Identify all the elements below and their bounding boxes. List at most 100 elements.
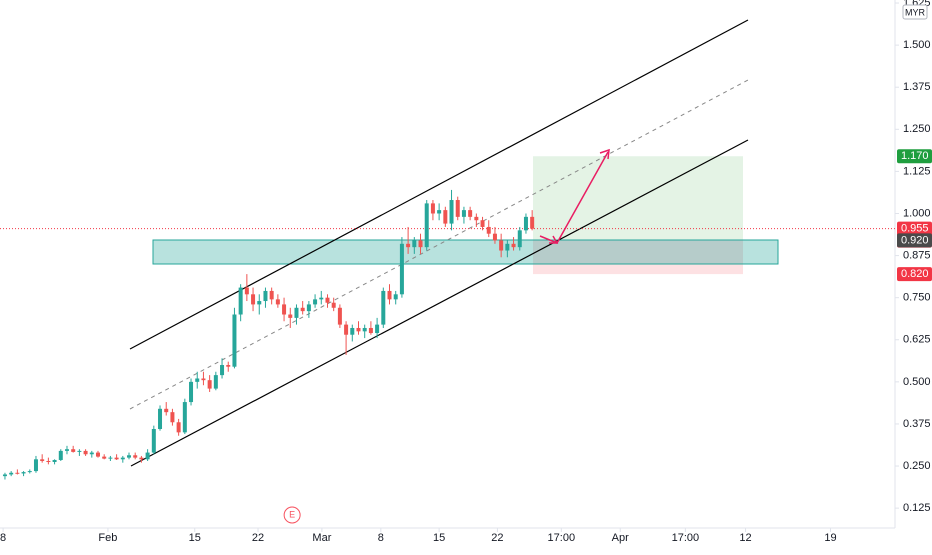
candle-body bbox=[393, 294, 398, 300]
candle-body bbox=[164, 408, 169, 413]
price-tag-label: 0.820 bbox=[901, 268, 929, 280]
candle-body bbox=[294, 307, 299, 318]
y-tick-label: 0.750 bbox=[903, 292, 931, 304]
candle-body bbox=[40, 459, 45, 461]
candle-body bbox=[412, 240, 417, 248]
x-tick-label: 15 bbox=[189, 532, 201, 544]
candle-body bbox=[455, 200, 460, 217]
candle-body bbox=[33, 459, 38, 472]
candle-body bbox=[337, 307, 342, 325]
candle-body bbox=[238, 287, 243, 315]
y-tick-label: 1.625 bbox=[903, 0, 931, 9]
candle-body bbox=[430, 203, 435, 214]
candle-body bbox=[95, 452, 100, 457]
x-tick-label: 15 bbox=[433, 532, 445, 544]
candle-body bbox=[89, 452, 94, 455]
y-tick-label: 1.125 bbox=[903, 165, 931, 177]
channel-lower bbox=[130, 139, 749, 467]
x-tick-label: Feb bbox=[98, 532, 117, 544]
candle-body bbox=[27, 471, 32, 473]
candle-body bbox=[344, 324, 349, 335]
candle-body bbox=[468, 210, 473, 217]
candle-body bbox=[182, 402, 187, 433]
candle-body bbox=[437, 210, 442, 214]
candle-body bbox=[176, 422, 181, 433]
x-tick-label: 12 bbox=[739, 532, 751, 544]
x-tick-label: 8 bbox=[0, 532, 6, 544]
y-tick-label: 0.875 bbox=[903, 249, 931, 261]
loss-zone bbox=[533, 240, 743, 275]
candle-body bbox=[362, 327, 367, 332]
arrow-head bbox=[599, 148, 610, 160]
candle-body bbox=[46, 460, 51, 462]
candle-body bbox=[220, 365, 225, 376]
candle-body bbox=[480, 220, 485, 227]
candle-body bbox=[499, 240, 504, 251]
candle-body bbox=[114, 457, 119, 460]
candle-body bbox=[331, 302, 336, 308]
candle-body bbox=[275, 299, 280, 305]
x-tick-label: 19 bbox=[824, 532, 836, 544]
candle-body bbox=[2, 474, 7, 477]
candle-body bbox=[511, 243, 516, 248]
candle-body bbox=[399, 243, 404, 295]
y-tick-label: 0.250 bbox=[903, 460, 931, 472]
earnings-label: E bbox=[289, 509, 295, 519]
x-tick-label: 22 bbox=[252, 532, 264, 544]
candle-body bbox=[300, 307, 305, 312]
candle-body bbox=[207, 380, 212, 389]
candle-body bbox=[368, 327, 373, 334]
candle-body bbox=[530, 216, 535, 229]
candle-body bbox=[151, 429, 156, 453]
candle-body bbox=[145, 452, 150, 460]
candle-body bbox=[133, 455, 138, 458]
price-tag bbox=[897, 233, 932, 248]
candle-body bbox=[195, 378, 200, 382]
candle-body bbox=[52, 459, 57, 462]
candle-body bbox=[443, 210, 448, 224]
candle-body bbox=[21, 472, 26, 474]
candle-body bbox=[15, 472, 20, 474]
x-tick-label: 17:00 bbox=[672, 532, 700, 544]
candle-body bbox=[406, 243, 411, 248]
candle-body bbox=[325, 297, 330, 303]
y-tick-label: 1.250 bbox=[903, 123, 931, 135]
candle-body bbox=[108, 457, 113, 459]
price-tag bbox=[897, 267, 932, 282]
x-tick-label: 17:00 bbox=[548, 532, 576, 544]
arrow-head bbox=[549, 235, 559, 244]
candle-body bbox=[350, 327, 355, 335]
candle-body bbox=[517, 230, 522, 248]
candle-body bbox=[127, 455, 132, 458]
candle-body bbox=[381, 290, 386, 325]
candle-body bbox=[449, 200, 454, 224]
currency-box bbox=[902, 4, 928, 20]
y-tick-label: 1.000 bbox=[903, 207, 931, 219]
price-tag-label: 0.955 bbox=[901, 223, 929, 235]
y-tick-label: 0.125 bbox=[903, 502, 931, 514]
candle-body bbox=[189, 381, 194, 403]
candle-body bbox=[102, 456, 107, 459]
candle-body bbox=[387, 290, 392, 300]
support-zone bbox=[152, 239, 779, 265]
candle-body bbox=[158, 408, 163, 429]
candle-body bbox=[9, 472, 14, 475]
candle-body bbox=[424, 203, 429, 248]
x-tick-label: 22 bbox=[491, 532, 503, 544]
candle-body bbox=[139, 457, 144, 460]
candle-body bbox=[505, 243, 510, 251]
candle-body bbox=[251, 294, 256, 305]
candle-body bbox=[257, 301, 262, 305]
candle-body bbox=[213, 375, 218, 389]
y-tick-label: 1.500 bbox=[903, 39, 931, 51]
x-tick-label: Apr bbox=[612, 532, 629, 544]
candle-body bbox=[269, 290, 274, 300]
x-tick-label: Mar bbox=[312, 532, 331, 544]
x-tick-label: 8 bbox=[378, 532, 384, 544]
candle-body bbox=[418, 240, 423, 248]
candle-body bbox=[226, 365, 231, 367]
candle-body bbox=[356, 327, 361, 332]
y-tick-label: 0.500 bbox=[903, 376, 931, 388]
channel-upper bbox=[129, 19, 749, 350]
candle-body bbox=[244, 287, 249, 295]
